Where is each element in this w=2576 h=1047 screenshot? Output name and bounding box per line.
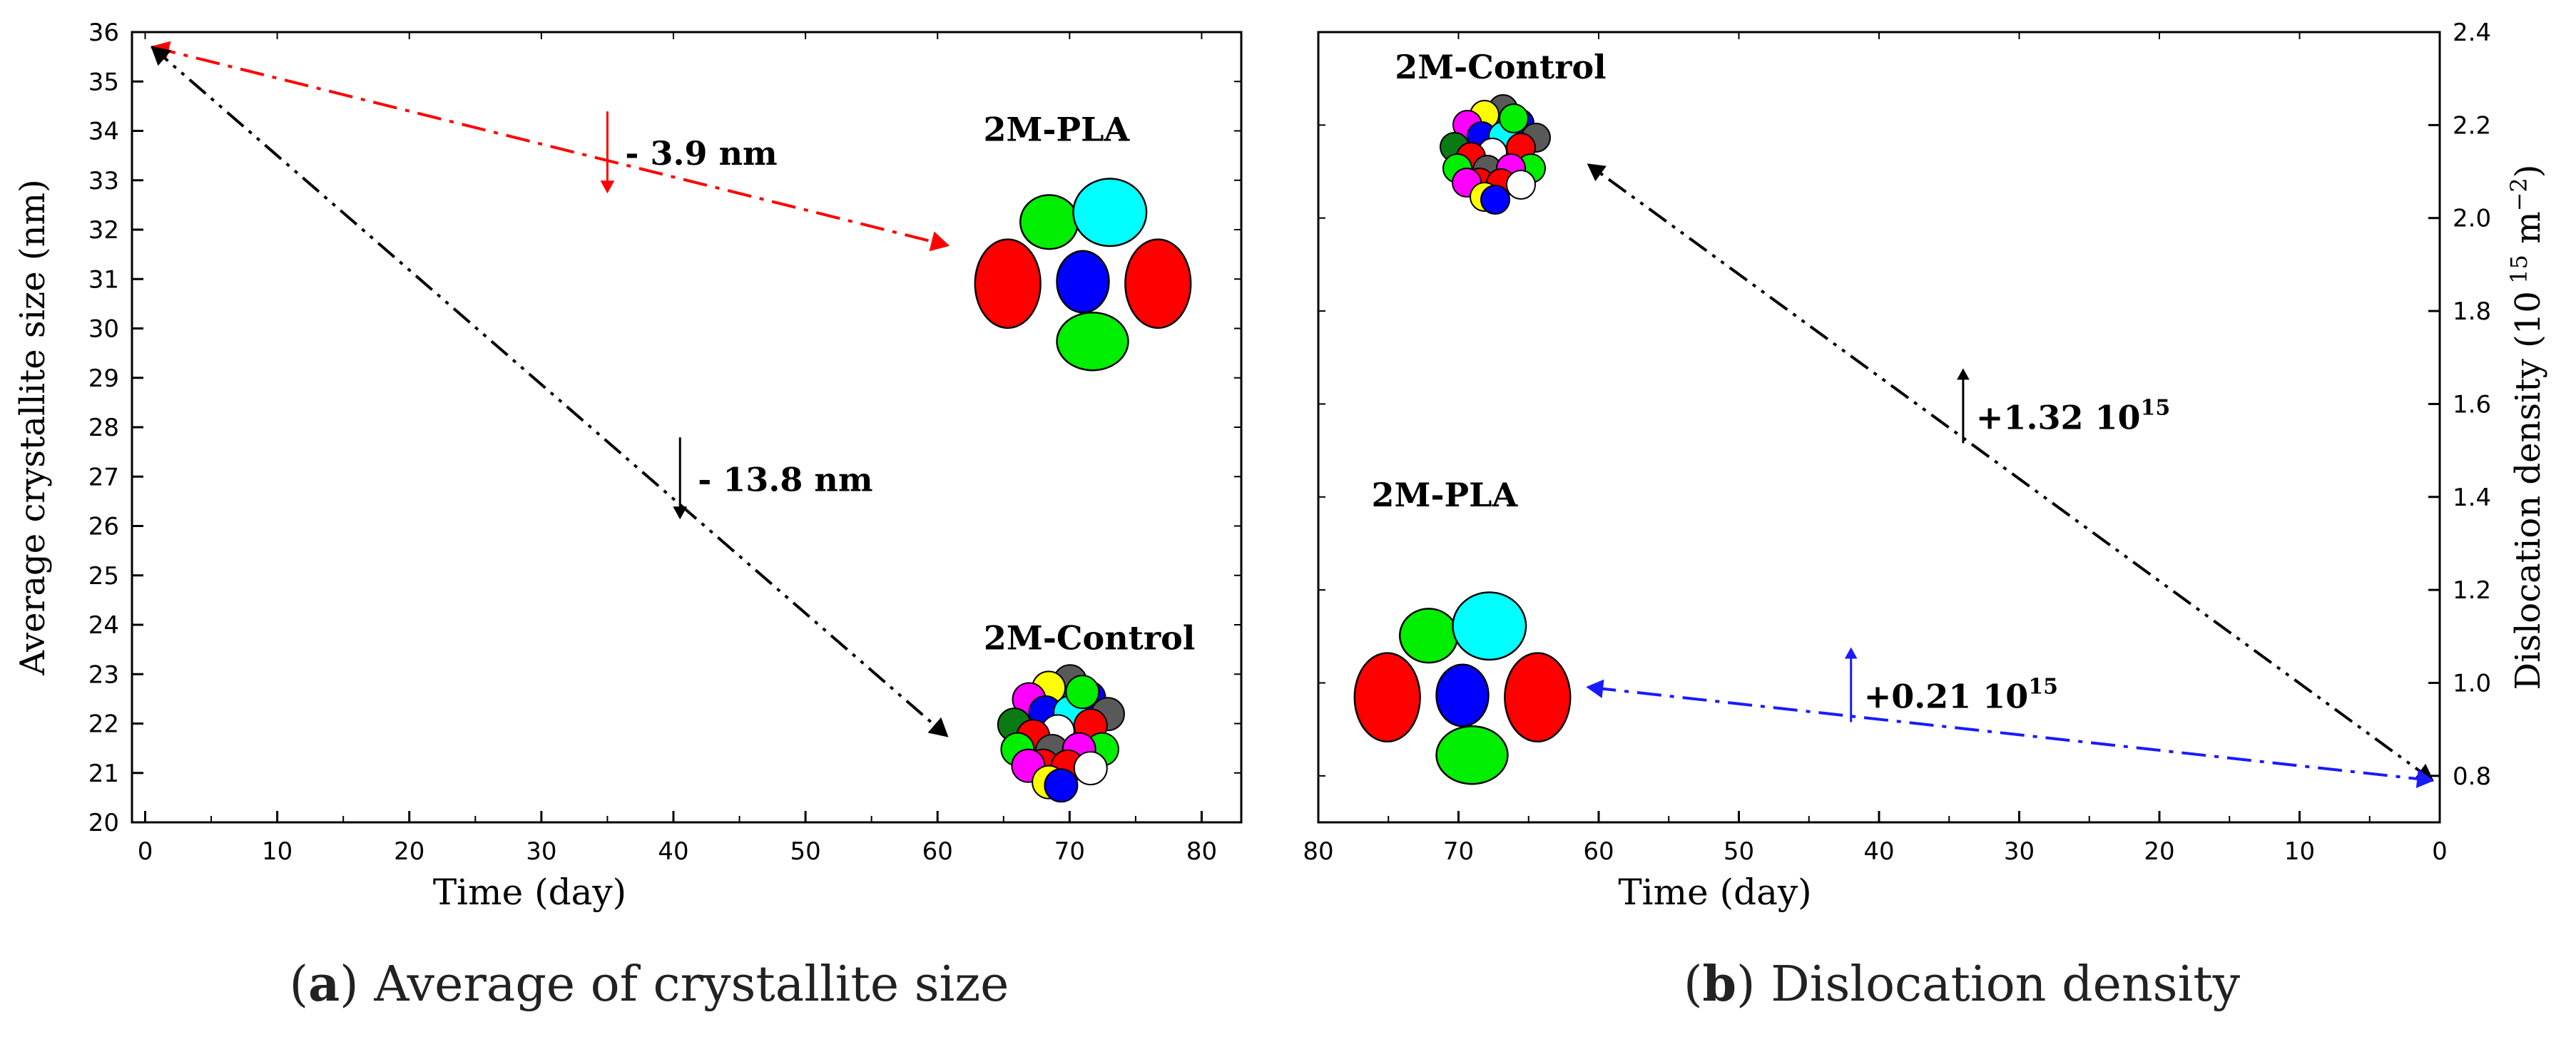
- arrow-head-end: [927, 717, 949, 737]
- cluster-particle-blue: [1480, 185, 1510, 215]
- x-tick-label: 20: [394, 837, 424, 866]
- cluster-2m-control-illustration: [1440, 94, 1551, 215]
- series-line-2m-control: [1590, 165, 2434, 782]
- y-axis-label: Dislocation density (10 15 m−2): [2505, 164, 2548, 690]
- annotation-2m-pla: 2M-PLA: [1372, 476, 1519, 514]
- series-line-2m-control: [151, 46, 945, 735]
- x-tick-label: 80: [1186, 837, 1217, 866]
- cluster-particle-blue: [1044, 768, 1079, 803]
- series-line-2m-pla: [151, 45, 945, 246]
- series-line-2m-pla: [1591, 686, 2433, 782]
- cluster-particle-red: [1124, 238, 1192, 330]
- x-tick-label: 30: [2004, 837, 2035, 866]
- annotation-2m-control: 2M-Control: [1395, 48, 1606, 86]
- x-tick-label: 40: [658, 837, 688, 866]
- x-tick-label: 0: [138, 837, 153, 866]
- y-tick-label: 28: [88, 414, 119, 442]
- y-tick-label: 1.6: [2453, 390, 2491, 419]
- y-tick-label: 36: [88, 19, 119, 47]
- y-tick-label: 32: [88, 216, 119, 245]
- annotation-2m-control: 2M-Control: [984, 619, 1195, 658]
- y-tick-label: 2.0: [2453, 205, 2491, 233]
- caption-a: (a) Average of crystallite size: [289, 956, 1009, 1013]
- x-tick-label: 10: [2284, 837, 2315, 866]
- cluster-particle-cyan: [1072, 178, 1148, 247]
- y-tick-label: 24: [88, 611, 119, 640]
- cluster-particle-white: [1073, 751, 1108, 786]
- x-tick-label: 70: [1054, 837, 1085, 866]
- x-tick-label: 0: [2432, 837, 2448, 866]
- change-label: - 13.8 nm: [698, 460, 872, 499]
- y-tick-label: 25: [88, 562, 119, 591]
- y-tick-label: 27: [88, 463, 119, 491]
- arrow-head-end: [1587, 163, 1607, 182]
- change-label: - 3.9 nm: [625, 134, 777, 173]
- cluster-particle-green: [1399, 608, 1459, 664]
- x-tick-label: 80: [1303, 837, 1333, 866]
- cluster-particle-red: [1504, 652, 1572, 743]
- change-label: +0.21 1015: [1864, 674, 2058, 715]
- cluster-particle-blue: [1056, 250, 1110, 314]
- y-tick-label: 2.4: [2453, 19, 2491, 47]
- y-tick-label: 23: [88, 660, 119, 689]
- cluster-particle-blue: [1435, 663, 1490, 727]
- cluster-particle-green: [1056, 311, 1129, 372]
- cluster-2m-pla-illustration: [974, 178, 1192, 372]
- cluster-particle-red: [1353, 652, 1421, 743]
- cluster-particle-white: [1506, 170, 1536, 200]
- cluster-2m-pla-illustration: [1353, 591, 1572, 785]
- cluster-particle-red: [974, 238, 1042, 330]
- caption-b: (b) Dislocation density: [1683, 956, 2241, 1013]
- y-tick-label: 35: [88, 68, 119, 96]
- y-tick-label: 2.2: [2453, 111, 2491, 140]
- cluster-particle-green: [1065, 675, 1100, 710]
- arrow-head-start: [151, 46, 172, 66]
- x-tick-label: 60: [922, 837, 953, 866]
- y-tick-label: 33: [88, 167, 119, 195]
- arrow-head-end: [929, 231, 950, 252]
- change-label: +1.32 1015: [1976, 395, 2170, 436]
- x-tick-label: 50: [790, 837, 820, 866]
- y-tick-label: 1.0: [2453, 669, 2491, 698]
- cluster-particle-green: [1435, 725, 1509, 785]
- y-tick-label: 1.4: [2453, 484, 2491, 512]
- y-tick-label: 31: [88, 265, 119, 294]
- x-axis-label: Time (day): [433, 872, 626, 913]
- annotation-2m-pla: 2M-PLA: [984, 110, 1131, 148]
- arrow-head-end: [1586, 679, 1604, 698]
- y-tick-label: 26: [88, 513, 119, 541]
- x-tick-label: 10: [262, 837, 292, 866]
- cluster-particle-cyan: [1452, 591, 1527, 661]
- panel-a-crystallite-size: 20 21 22 23 24 25 26 27 28 29 30 31 32 33 34 35 36 0 10 20 3…: [13, 19, 1243, 913]
- x-tick-label: 40: [1863, 837, 1894, 866]
- y-tick-label: 22: [88, 710, 119, 739]
- x-axis-label: Time (day): [1618, 872, 1811, 913]
- y-tick-label: 29: [88, 364, 119, 393]
- y-tick-label: 34: [88, 118, 119, 146]
- x-tick-label: 70: [1443, 837, 1474, 866]
- panel-b-dislocation-density: 0.8 1.0 1.2 1.4 1.6 1.8 2.0 2.2 2.4 80 70 60 50 40 30 2…: [1303, 19, 2548, 913]
- cluster-particle-green: [1019, 194, 1079, 250]
- x-tick-label: 30: [526, 837, 556, 866]
- y-tick-label: 21: [88, 760, 119, 788]
- x-tick-label: 20: [2144, 837, 2174, 866]
- x-tick-label: 60: [1583, 837, 1614, 866]
- change-indicator-head: [1957, 368, 1970, 380]
- change-indicator-head: [600, 180, 615, 194]
- y-tick-label: 30: [88, 315, 119, 344]
- x-tick-label: 50: [1724, 837, 1754, 866]
- y-tick-label: 1.2: [2453, 576, 2491, 605]
- cluster-particle-green: [1499, 103, 1529, 133]
- arrow-head-start: [2415, 769, 2435, 789]
- change-indicator-head: [673, 506, 688, 520]
- cluster-2m-control-illustration: [997, 664, 1125, 803]
- y-tick-label: 20: [88, 809, 119, 837]
- change-indicator-head: [1844, 647, 1858, 659]
- y-tick-label: 0.8: [2453, 762, 2491, 791]
- y-tick-label: 1.8: [2453, 297, 2491, 326]
- y-axis-label: Average crystallite size (nm): [13, 179, 53, 676]
